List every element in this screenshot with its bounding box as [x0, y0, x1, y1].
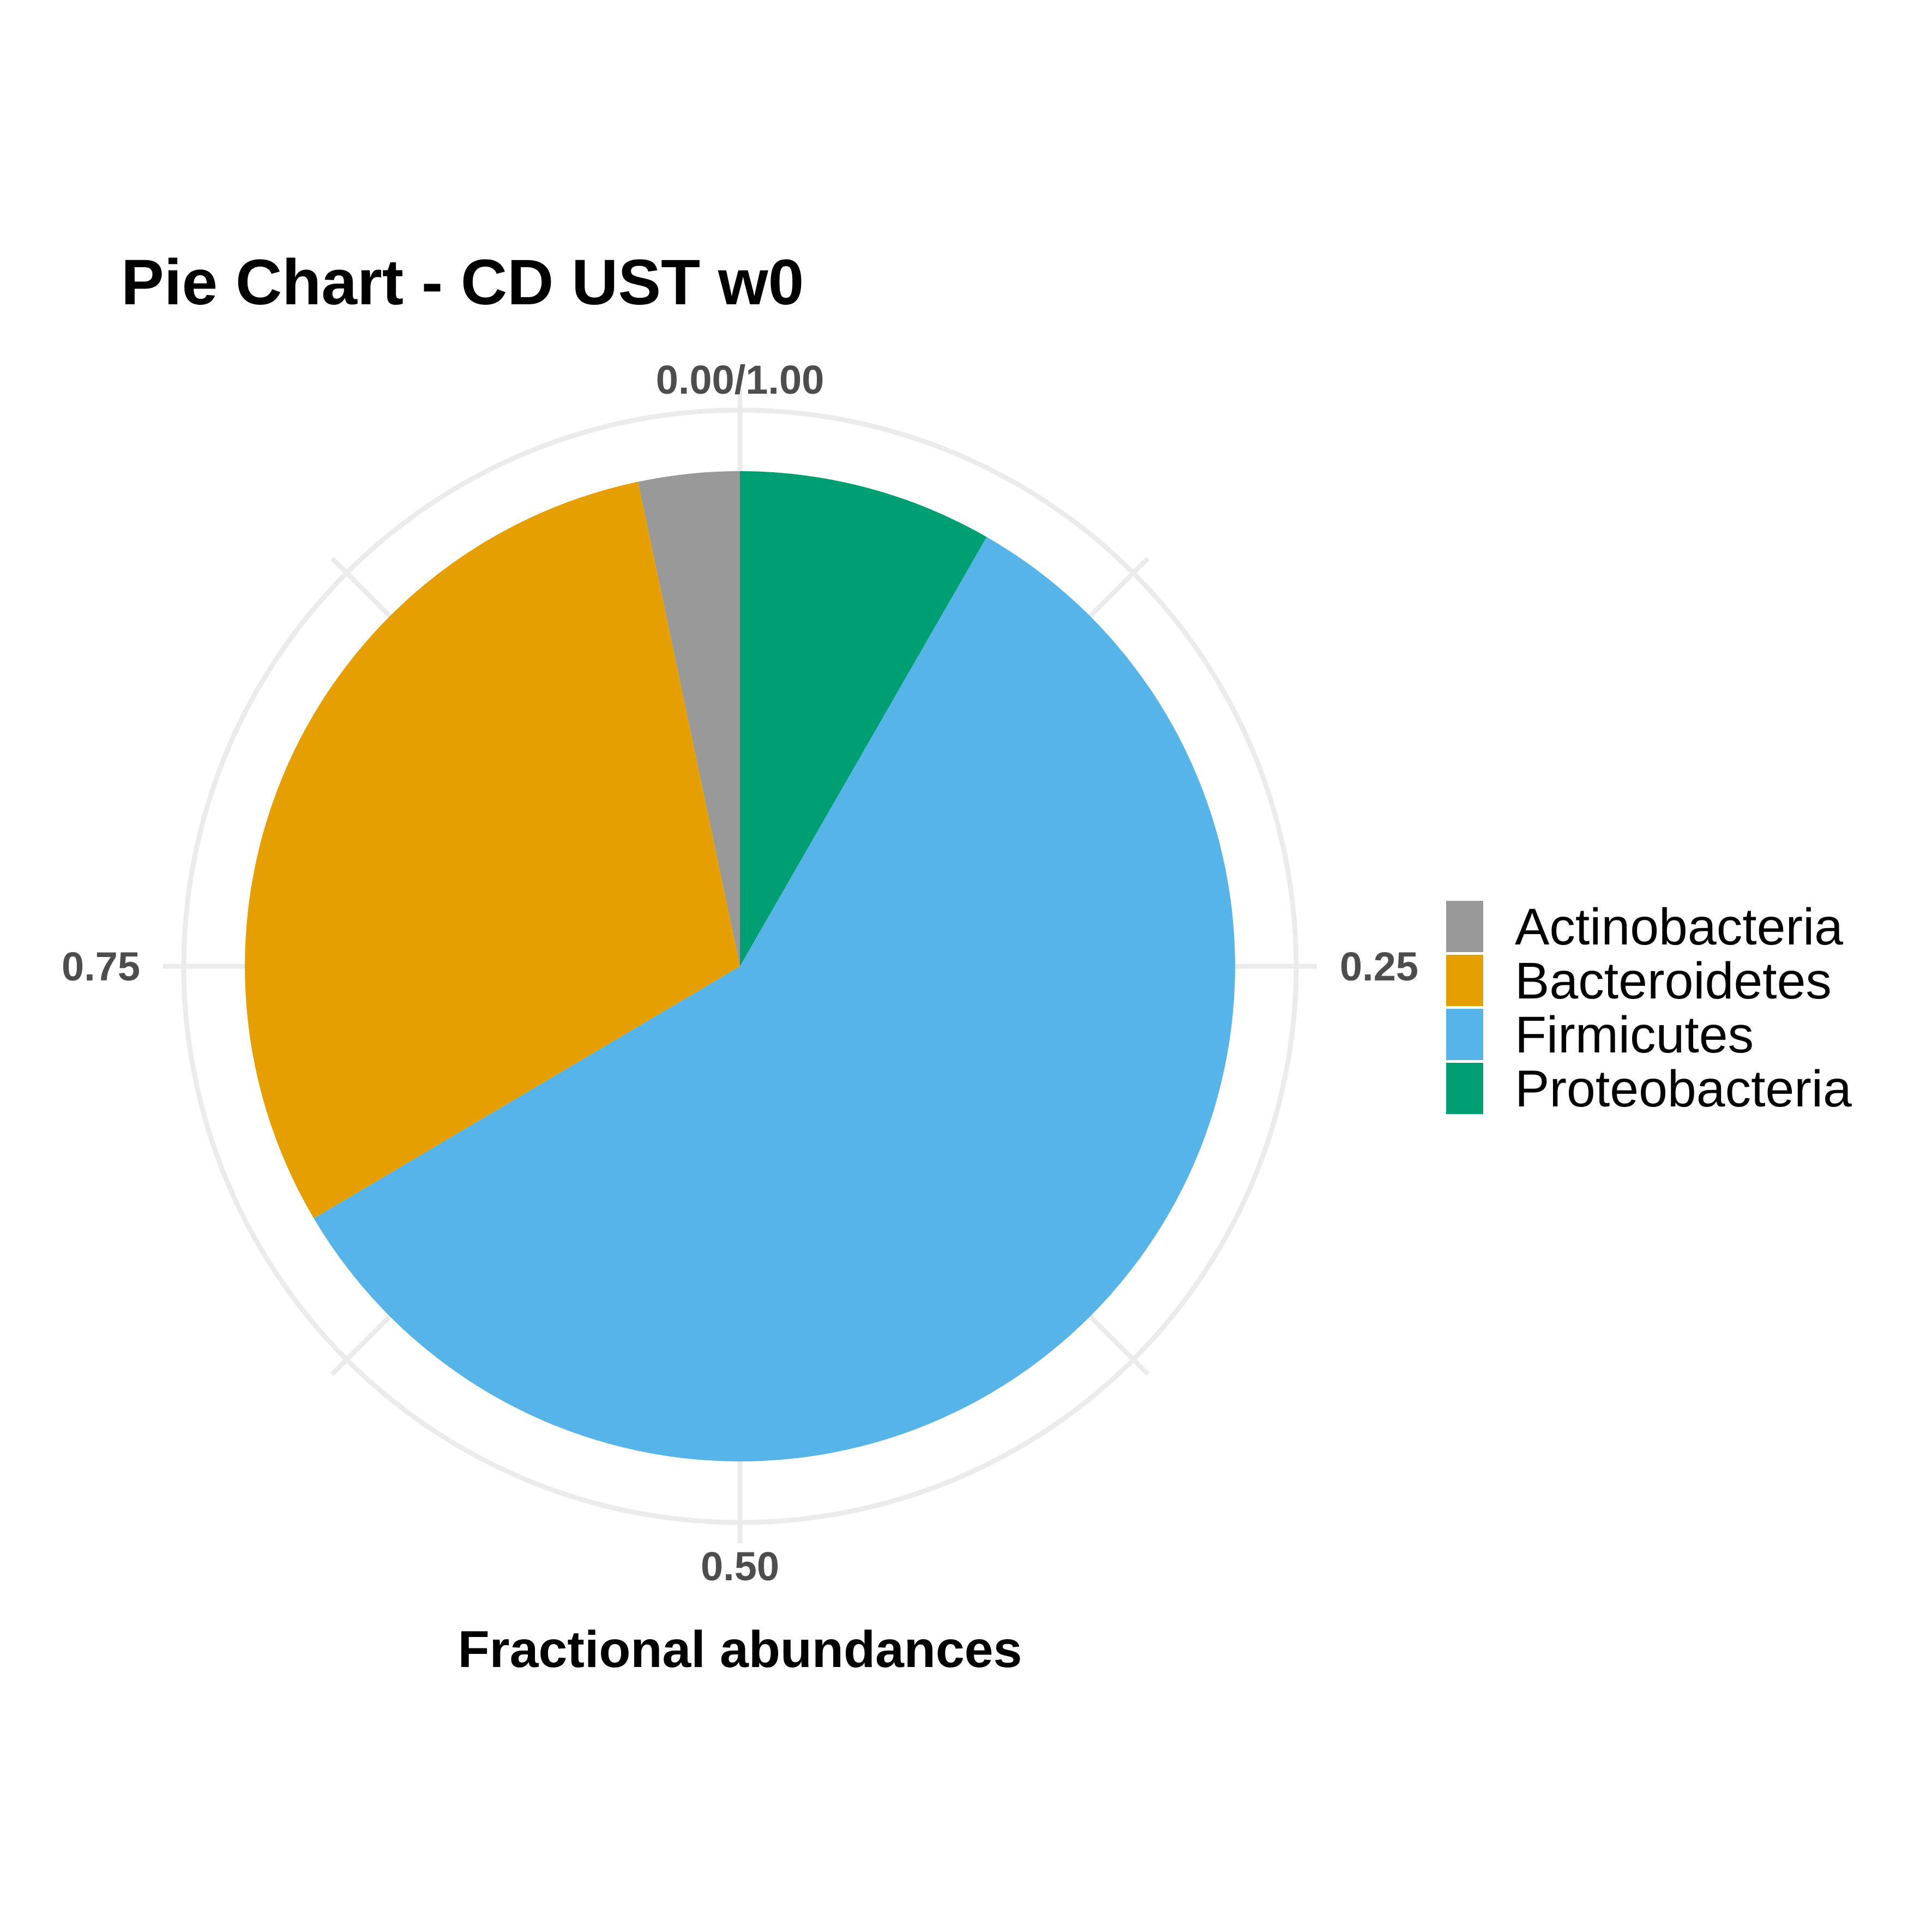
slice-actinobacteria [638, 471, 740, 966]
legend-label: Bacteroidetes [1515, 952, 1832, 1010]
tick-label: 0.75 [62, 944, 140, 989]
legend-key [1446, 901, 1483, 952]
legend-label: Actinobacteria [1515, 898, 1843, 956]
chart-title: Pie Chart - CD UST w0 [121, 246, 804, 318]
pie-slices [244, 471, 1236, 1462]
legend: ActinobacteriaBacteroidetesFirmicutesPro… [1446, 898, 1852, 1118]
tick-label: 0.25 [1340, 944, 1418, 989]
legend-label: Firmicutes [1515, 1006, 1754, 1064]
legend-key [1446, 955, 1483, 1006]
legend-key [1446, 1009, 1483, 1060]
slice-proteobacteria [740, 471, 987, 966]
x-axis-title: Fractional abundances [458, 1621, 1022, 1678]
slice-firmicutes [314, 537, 1236, 1462]
tick-labels: 0.00/1.00 0.25 0.50 0.75 [62, 357, 1418, 1589]
tick-label: 0.50 [701, 1544, 779, 1589]
slice-bacteroidetes [244, 482, 740, 1219]
tick-label: 0.00/1.00 [656, 357, 824, 402]
legend-label: Proteobacteria [1515, 1060, 1852, 1118]
legend-key [1446, 1063, 1483, 1114]
